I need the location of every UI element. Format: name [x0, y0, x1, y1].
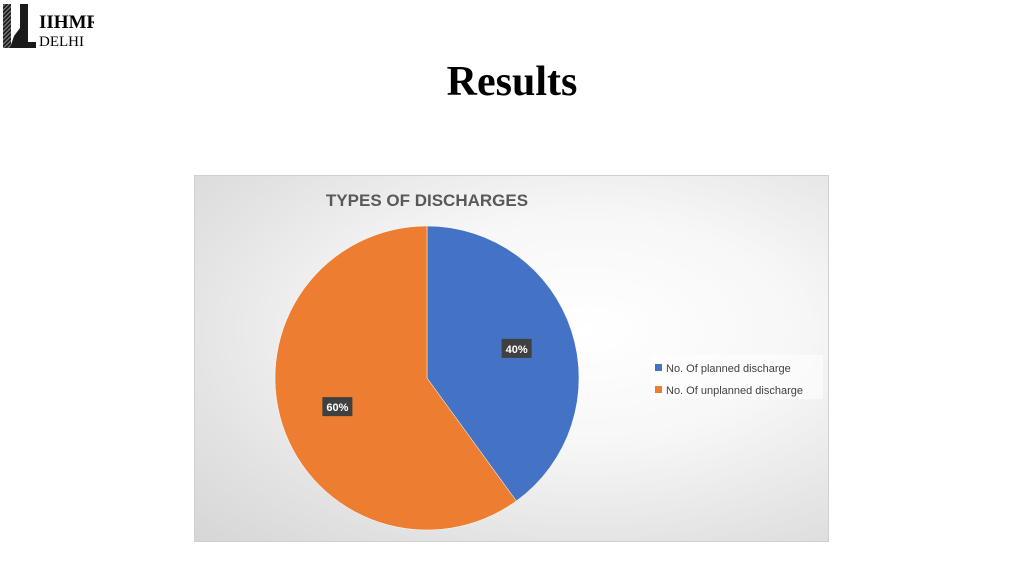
data-label-text: 60% — [326, 402, 348, 414]
legend-background — [651, 355, 823, 399]
data-label-unplanned: 60% — [322, 397, 353, 417]
data-label-text: 40% — [506, 344, 528, 356]
iihmr-delhi-logo: IIHMR DELHI — [3, 4, 94, 50]
data-label-planned: 40% — [501, 338, 532, 358]
pie-slice-unplanned — [274, 225, 517, 531]
pie-chart: TYPES OF DISCHARGES 40% 60% No. Of planne… — [274, 191, 823, 531]
logo-text-bottom: DELHI — [39, 34, 84, 50]
legend-swatch-unplanned — [655, 386, 662, 393]
legend-label-unplanned: No. Of unplanned discharge — [666, 385, 803, 397]
legend-swatch-planned — [655, 364, 662, 371]
logo-text-top: IIHMR — [39, 12, 94, 33]
chart-title: TYPES OF DISCHARGES — [326, 191, 528, 210]
data-label-background — [501, 338, 532, 358]
slide-title: Results — [446, 59, 578, 105]
legend-label-planned: No. Of planned discharge — [666, 363, 791, 375]
data-label-background — [322, 397, 353, 417]
pie-chart-frame: TYPES OF DISCHARGES 40% 60% No. Of planne… — [194, 175, 829, 542]
pie-slice-planned — [426, 225, 580, 502]
